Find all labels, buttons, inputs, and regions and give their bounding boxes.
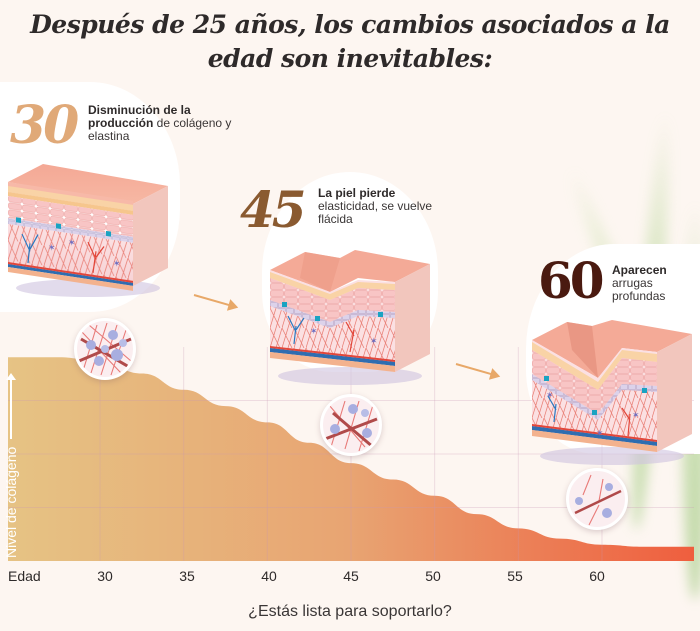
footer-question: ¿Estás lista para soportarlo?	[248, 603, 452, 620]
skin-block-deep-wrinkle-icon: ✶ ✶ ✶	[532, 320, 692, 465]
x-axis-label: Edad	[8, 568, 41, 584]
collagen-fibers-sparse-icon	[566, 468, 628, 530]
collagen-area	[8, 357, 694, 561]
x-tick-label: 35	[179, 568, 195, 584]
svg-text:✶: ✶	[48, 242, 56, 253]
x-tick-label: 55	[507, 568, 523, 584]
age-45-label: 45	[240, 180, 307, 239]
collagen-fibers-medium-icon	[320, 394, 382, 456]
x-tick-label: 30	[97, 568, 113, 584]
age-60-label: 60	[538, 251, 605, 310]
svg-text:✶: ✶	[310, 326, 318, 336]
x-tick-label: 40	[261, 568, 277, 584]
svg-text:✶: ✶	[632, 410, 640, 420]
y-axis-label: Nivel de colágeno	[3, 378, 19, 558]
stage-30-description: Disminución de la producción de colágeno…	[88, 103, 232, 143]
svg-text:✶: ✶	[596, 428, 604, 438]
svg-text:✶: ✶	[546, 390, 554, 400]
x-tick-label: 45	[343, 568, 359, 584]
skin-block-fine-wrinkle-icon: ✶ ✶	[270, 250, 430, 385]
page-title: Después de 25 años, los cambios asociado…	[30, 10, 670, 73]
svg-text:✶: ✶	[113, 258, 121, 269]
svg-text:✶: ✶	[68, 237, 76, 248]
x-tick-label: 50	[425, 568, 441, 584]
skin-block-smooth-icon: ✶ ✶ ✶	[8, 164, 168, 297]
x-axis: Edad 30 35 40 45 50 55 60	[0, 568, 700, 588]
up-arrow-icon	[10, 378, 12, 439]
age-30-label: 30	[10, 95, 79, 156]
svg-text:✶: ✶	[370, 336, 378, 346]
stage-45-description: La piel pierde elasticidad, se vuelve fl…	[318, 186, 433, 226]
x-tick-label: 60	[589, 568, 605, 584]
collagen-fibers-dense-icon	[74, 318, 136, 380]
stage-60-description: Aparecen arrugas profundas	[612, 263, 667, 303]
